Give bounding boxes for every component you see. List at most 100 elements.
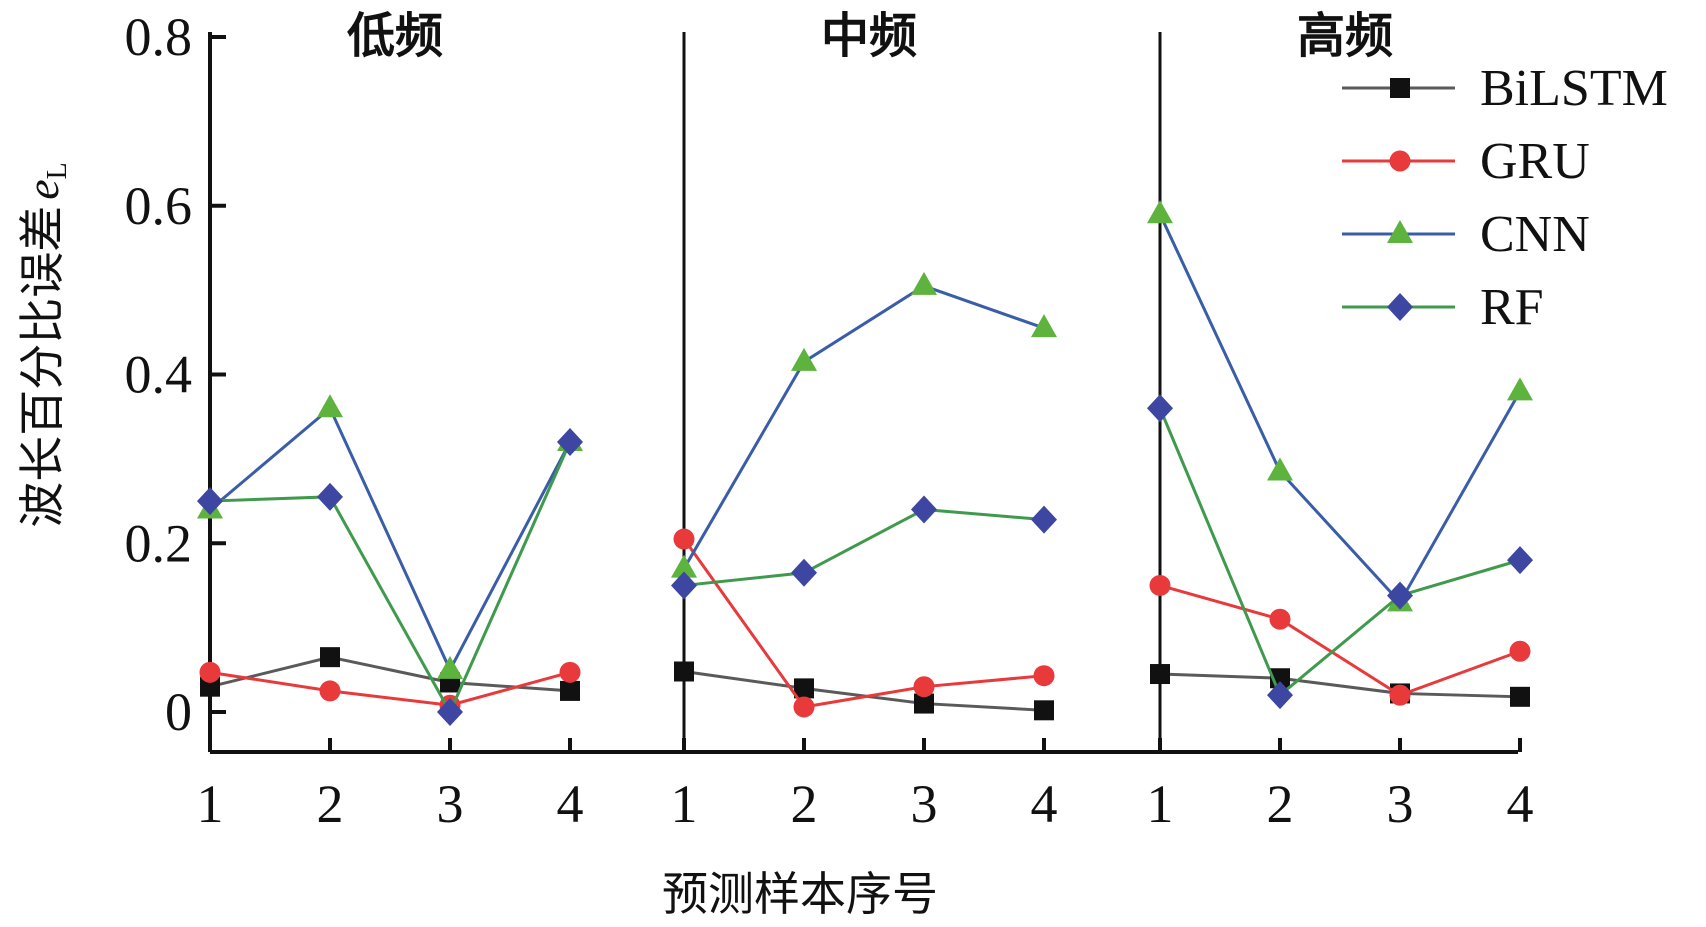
legend-label: CNN — [1480, 206, 1590, 263]
legend-item-rf: RF — [1342, 279, 1544, 336]
data-point — [1267, 681, 1293, 710]
series-line — [683, 507, 1045, 587]
series-line — [682, 284, 1045, 570]
data-point — [1387, 581, 1413, 610]
data-point — [914, 693, 934, 714]
y-axis-title: 波长百分比误差 eL — [17, 162, 73, 528]
y-tick-label: 0 — [165, 682, 192, 742]
data-point — [791, 558, 817, 587]
x-tick-label: 1 — [1147, 774, 1174, 834]
data-point — [1507, 377, 1533, 401]
series-line — [1158, 407, 1521, 698]
data-point — [200, 676, 220, 697]
series-line — [209, 655, 571, 693]
data-point — [1507, 546, 1533, 575]
data-point — [560, 680, 580, 701]
y-axis-title-sub: L — [42, 162, 73, 179]
y-axis-title-var: e — [17, 179, 68, 199]
data-point — [911, 271, 937, 295]
y-tick-label: 0.8 — [125, 7, 193, 67]
data-point — [673, 528, 695, 550]
series-line — [1158, 213, 1522, 605]
series-line — [209, 441, 572, 716]
x-tick-label: 4 — [1507, 774, 1534, 834]
x-tick-label: 1 — [197, 774, 224, 834]
data-point — [1509, 640, 1531, 662]
x-axis-title: 预测样本序号 — [662, 869, 938, 920]
series-gru — [199, 528, 1531, 718]
group-label: 低频 — [347, 10, 443, 63]
data-point — [671, 554, 697, 578]
data-point — [671, 571, 697, 600]
data-point — [1147, 394, 1173, 423]
y-tick-label: 0.6 — [125, 176, 193, 236]
data-point — [1267, 457, 1293, 481]
y-tick-label: 0.4 — [125, 345, 193, 405]
y-axis-title-main: 波长百分比误差 — [17, 206, 68, 528]
legend-item-bilstm: BiLSTM — [1342, 60, 1668, 117]
legend-marker — [1390, 78, 1410, 98]
x-tick-label: 3 — [437, 774, 464, 834]
data-point — [557, 428, 583, 456]
data-point — [1147, 200, 1173, 224]
legend: BiLSTM GRU CNN RF — [1342, 60, 1668, 336]
legend-label: RF — [1480, 279, 1544, 336]
data-point — [674, 661, 694, 682]
data-point — [1149, 574, 1171, 596]
series-line — [682, 538, 1045, 709]
data-point — [1510, 686, 1530, 707]
series-rf — [197, 394, 1533, 726]
y-tick-label: 0.2 — [125, 513, 193, 573]
legend-marker — [1389, 150, 1411, 172]
axes — [208, 32, 1522, 754]
x-tick-label: 2 — [317, 774, 344, 834]
legend-label: GRU — [1480, 133, 1590, 190]
data-point — [437, 698, 463, 726]
x-tick-label: 3 — [911, 774, 938, 834]
data-point — [911, 495, 937, 524]
data-point — [1269, 608, 1291, 630]
group-label: 高频 — [1297, 10, 1393, 63]
group-labels: 低频 中频 高频 — [347, 10, 1393, 63]
data-point — [794, 678, 814, 699]
data-point — [793, 696, 815, 718]
series-layer — [197, 200, 1533, 726]
data-point — [913, 676, 935, 698]
data-point — [1033, 665, 1055, 687]
legend-marker — [1387, 293, 1413, 321]
legend-label: BiLSTM — [1480, 60, 1668, 117]
x-tick-label: 4 — [557, 774, 584, 834]
data-point — [320, 647, 340, 668]
data-point — [317, 482, 343, 511]
data-point — [317, 394, 343, 418]
x-tick-label: 2 — [1267, 774, 1294, 834]
data-point — [1389, 684, 1411, 706]
data-point — [791, 347, 817, 371]
group-label: 中频 — [821, 10, 917, 63]
data-point — [1031, 314, 1057, 338]
data-point — [319, 680, 341, 702]
data-point — [199, 661, 221, 683]
series-line — [683, 670, 1045, 712]
data-point — [559, 661, 581, 683]
series-line — [209, 670, 571, 707]
legend-item-cnn: CNN — [1342, 206, 1590, 263]
series-line — [1159, 583, 1521, 697]
legend-item-gru: GRU — [1342, 133, 1590, 190]
data-point — [1034, 700, 1054, 721]
data-point — [1031, 505, 1057, 534]
x-tick-label: 2 — [791, 774, 818, 834]
data-point — [1150, 664, 1170, 685]
data-point — [197, 487, 223, 516]
tick-labels: 0.80.60.40.201 2 3 4 1 2 3 4 1 2 3 4 — [125, 7, 1534, 834]
data-point — [437, 655, 463, 679]
series-bilstm — [200, 647, 1530, 721]
x-tick-label: 1 — [671, 774, 698, 834]
series-line — [1159, 672, 1521, 699]
series-cnn — [197, 200, 1533, 679]
legend-marker — [1387, 220, 1413, 243]
x-tick-label: 3 — [1387, 774, 1414, 834]
x-tick-label: 4 — [1031, 774, 1058, 834]
series-line — [209, 405, 572, 674]
